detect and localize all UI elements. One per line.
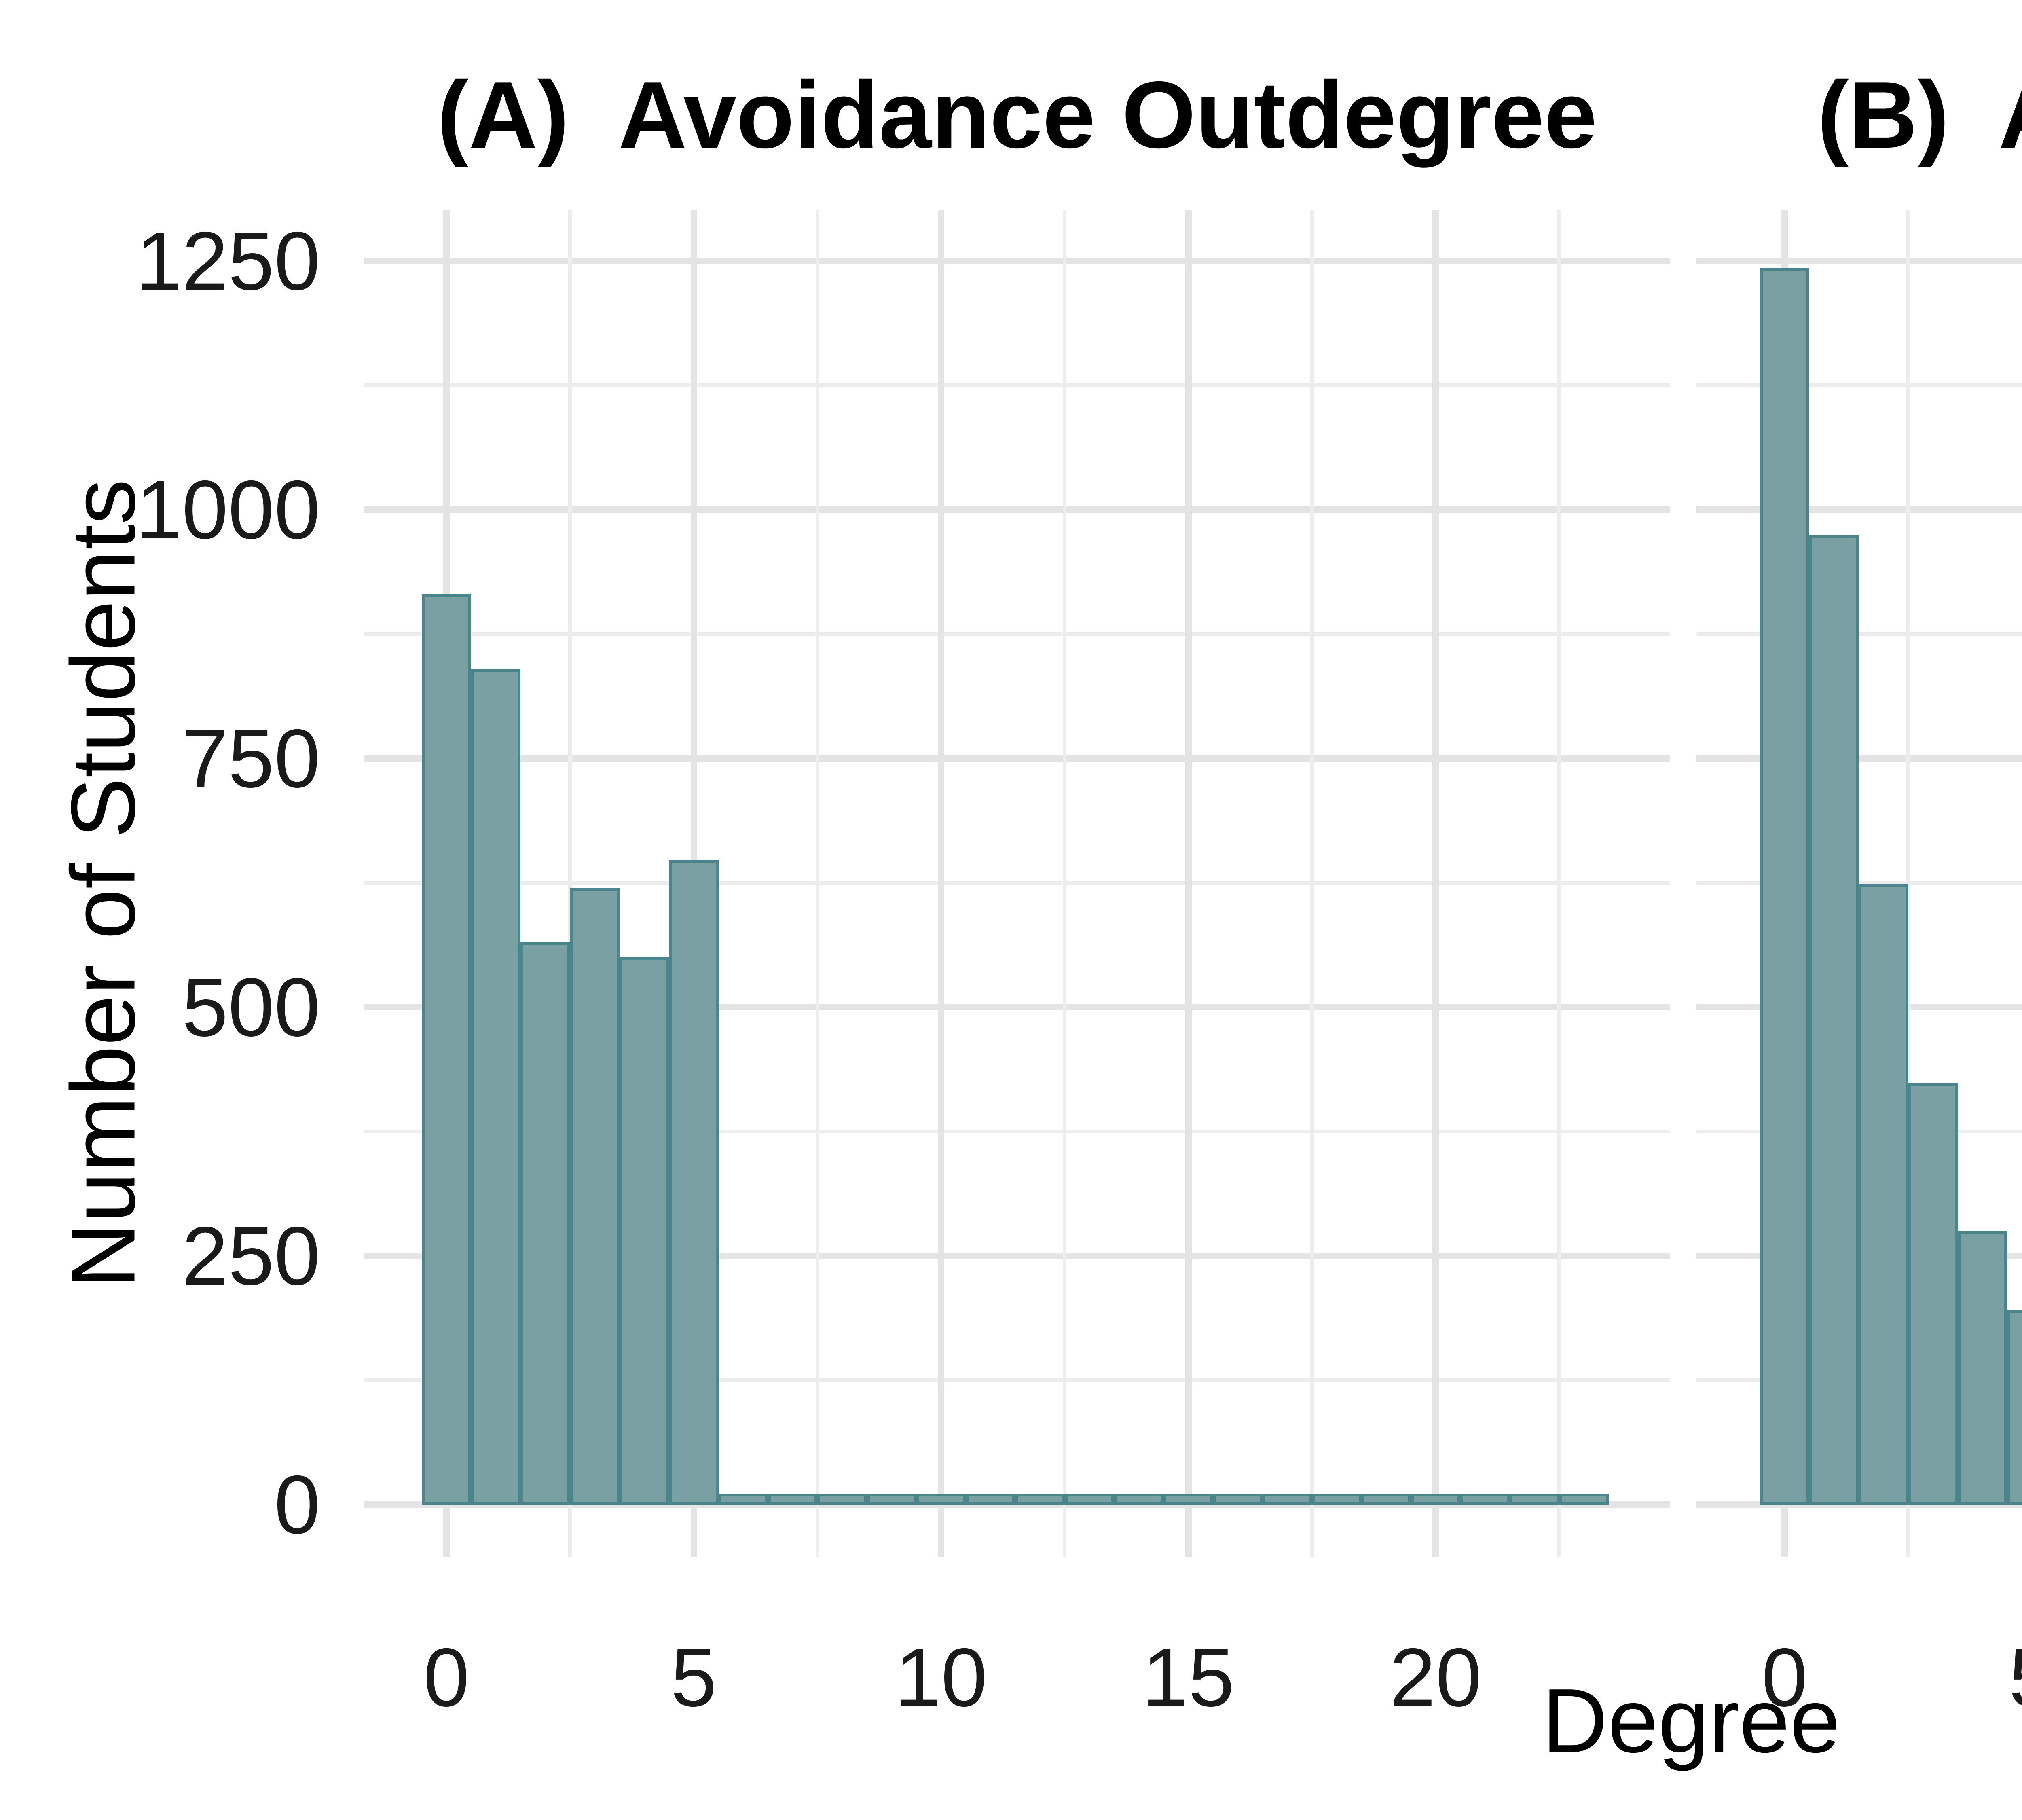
- y-minor-gridline: [1696, 632, 2022, 636]
- x-minor-gridline: [1063, 210, 1067, 1557]
- x-tick-label: 20: [1389, 1631, 1482, 1724]
- y-minor-gridline: [1696, 881, 2022, 885]
- histogram-bar: [471, 669, 521, 1505]
- y-tick-label: 250: [182, 1210, 320, 1302]
- histogram-bar: [570, 887, 620, 1505]
- histogram-bar: [1312, 1493, 1362, 1505]
- histogram-bar: [966, 1493, 1015, 1505]
- histogram-bar: [768, 1493, 818, 1505]
- x-major-gridline: [938, 210, 944, 1557]
- histogram-bar: [1015, 1493, 1065, 1505]
- x-tick-label: 5: [670, 1631, 717, 1724]
- histogram-bar: [1460, 1493, 1510, 1505]
- y-minor-gridline: [364, 881, 1670, 885]
- histogram-bar: [1064, 1493, 1115, 1505]
- panel-b-title: (B) Avoidance Indegree: [1817, 61, 2022, 168]
- histogram-bar: [1510, 1493, 1559, 1505]
- x-major-gridline: [1432, 210, 1439, 1557]
- histogram-bar: [1859, 883, 1908, 1505]
- histogram-bar: [1361, 1493, 1411, 1505]
- histogram-bar: [669, 859, 719, 1505]
- histogram-bar: [916, 1493, 966, 1505]
- y-major-gridline: [364, 506, 1670, 513]
- histogram-bar: [718, 1493, 768, 1505]
- histogram-bar: [1559, 1493, 1609, 1505]
- x-tick-label: 0: [1761, 1631, 1808, 1724]
- y-axis-title: Number of Students: [52, 479, 154, 1289]
- x-axis-title: Degree: [1542, 1670, 1840, 1771]
- y-major-gridline: [364, 755, 1670, 762]
- histogram-bar: [817, 1493, 867, 1505]
- x-tick-label: 0: [423, 1631, 470, 1724]
- histogram-bar: [1262, 1493, 1312, 1505]
- x-minor-gridline: [1906, 210, 1910, 1557]
- y-tick-label: 0: [274, 1458, 320, 1551]
- y-minor-gridline: [1696, 383, 2022, 387]
- y-minor-gridline: [364, 1130, 1670, 1133]
- x-tick-label: 15: [1142, 1631, 1235, 1724]
- y-tick-label: 750: [182, 712, 320, 805]
- histogram-bar: [867, 1493, 916, 1505]
- histogram-bar: [1809, 534, 1859, 1505]
- y-minor-gridline: [364, 632, 1670, 636]
- x-major-gridline: [1185, 210, 1192, 1557]
- x-minor-gridline: [815, 210, 819, 1557]
- y-major-gridline: [1696, 258, 2022, 264]
- histogram-bar: [1213, 1493, 1263, 1505]
- x-minor-gridline: [1557, 210, 1561, 1557]
- y-tick-label: 500: [182, 961, 320, 1054]
- x-tick-label: 5: [1951, 1636, 2022, 1719]
- histogram-bar: [620, 957, 669, 1505]
- y-minor-gridline: [364, 383, 1670, 387]
- x-tick-label: 10: [895, 1631, 988, 1724]
- x-minor-gridline: [568, 210, 572, 1557]
- histogram-bar: [1908, 1082, 1958, 1505]
- histogram-bar: [1411, 1493, 1461, 1505]
- y-major-gridline: [1696, 755, 2022, 762]
- histogram-bar: [1163, 1493, 1213, 1505]
- y-major-gridline: [1696, 506, 2022, 513]
- x-minor-gridline: [1310, 210, 1314, 1557]
- y-major-gridline: [364, 258, 1670, 264]
- histogram-bar: [1114, 1493, 1164, 1505]
- panel-a-title: (A) Avoidance Outdegree: [437, 61, 1597, 168]
- histogram-bar: [1760, 268, 1810, 1505]
- histogram-bar: [520, 942, 570, 1505]
- histogram-bar: [2007, 1310, 2022, 1505]
- panel-a-plot-area: [364, 210, 1670, 1557]
- y-tick-label: 1000: [135, 463, 320, 556]
- y-minor-gridline: [364, 1378, 1670, 1382]
- panel-b-plot-area: [1696, 210, 2022, 1557]
- histogram-bar: [421, 594, 472, 1505]
- histogram-bar: [1958, 1231, 2007, 1505]
- y-tick-label: 1250: [135, 215, 320, 307]
